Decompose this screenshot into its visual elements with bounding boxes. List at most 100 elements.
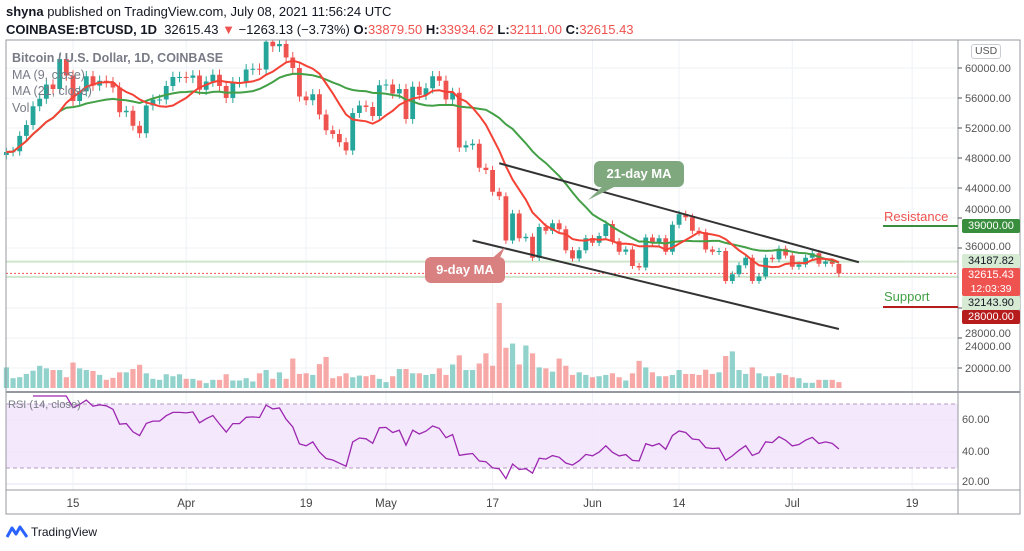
volume-bar: [150, 378, 156, 388]
candle-body: [317, 94, 322, 115]
currency-button[interactable]: USD: [971, 44, 1002, 59]
volume-bar: [509, 343, 516, 388]
volume-bar: [90, 371, 96, 388]
volume-bar: [256, 373, 263, 388]
symbol-info: COINBASE:BTCUSD, 1D 32615.43 ▼ −1263.13 …: [6, 22, 634, 37]
candle-body: [503, 196, 509, 241]
volume-bar: [443, 374, 449, 388]
volume-bar: [296, 373, 303, 388]
price-tick-label: 24000.00: [965, 341, 1011, 353]
time-tick-label: 17: [486, 498, 499, 510]
legend-vol[interactable]: Vol: [12, 100, 30, 115]
candle-body: [403, 89, 409, 119]
candle-body: [363, 105, 369, 107]
volume-bar: [703, 369, 709, 388]
volume-bar: [483, 353, 489, 388]
rsi-tick-20: 20.00: [962, 476, 990, 488]
volume-bar: [629, 373, 636, 388]
volume-bar: [10, 378, 16, 388]
volume-bar: [383, 382, 389, 388]
volume-bar: [516, 364, 522, 388]
candle-body: [470, 143, 475, 146]
volume-bar: [50, 370, 56, 388]
volume-bar: [636, 360, 642, 388]
volume-bar: [569, 374, 576, 388]
volume-bar: [310, 374, 316, 388]
legend-title: Bitcoin / U.S. Dollar, 1D, COINBASE: [12, 51, 224, 65]
volume-bar: [103, 379, 109, 388]
volume-bar: [676, 370, 682, 388]
candle-body: [749, 257, 755, 281]
candle-body: [436, 76, 442, 81]
ma21-price-tag: 34187.82: [962, 254, 1020, 268]
candle-body: [556, 223, 562, 230]
candle-body: [343, 142, 349, 151]
candle-body: [823, 261, 828, 264]
candle-body: [63, 59, 69, 76]
candle-body: [157, 99, 162, 101]
bar-countdown: 12:03:39: [970, 283, 1012, 295]
candle-body: [836, 263, 842, 274]
volume-bar: [123, 372, 129, 388]
candle-body: [263, 41, 269, 70]
candle-body: [776, 248, 782, 260]
price-tick-label: 40000.00: [965, 204, 1011, 216]
time-tick-label: 19: [906, 498, 919, 510]
volume-bar: [616, 377, 622, 388]
tradingview-logo[interactable]: TradingView: [6, 525, 97, 539]
volume-bar: [356, 375, 362, 388]
candle-body: [563, 229, 569, 251]
support-price-tag: 28000.00: [962, 310, 1020, 324]
time-tick-label: 19: [300, 498, 313, 510]
volume-bar: [270, 378, 276, 388]
volume-bar: [589, 377, 596, 388]
volume-bar: [822, 379, 829, 388]
volume-bar: [336, 376, 342, 388]
volume-bar: [769, 376, 775, 388]
candle-body: [643, 237, 649, 268]
candle-body: [277, 44, 282, 47]
candle-body: [743, 257, 749, 266]
candle-body: [310, 94, 316, 101]
last-price-tag: 32615.43 12:03:39: [962, 268, 1020, 296]
candle-body: [143, 105, 149, 134]
legend-ma9[interactable]: MA (9, close): [12, 67, 85, 82]
candle-body: [250, 68, 256, 70]
candle-body: [150, 99, 156, 106]
candle-body: [283, 44, 289, 58]
volume-bar: [316, 364, 323, 388]
volume-bar: [110, 377, 116, 388]
volume-bar: [649, 372, 656, 388]
candle-body: [197, 75, 202, 90]
rsi-label: RSI (14, close): [8, 399, 81, 411]
volume-bar: [190, 378, 196, 388]
candle-body: [716, 251, 722, 252]
volume-bar: [776, 373, 782, 388]
candle-body: [430, 76, 436, 89]
candle-body: [383, 84, 389, 86]
volume-bar: [17, 377, 23, 388]
rsi-tick-40: 40.00: [962, 446, 990, 458]
volume-bar: [263, 370, 269, 388]
volume-bar: [503, 347, 509, 388]
volume-bar: [403, 369, 409, 388]
volume-bar: [749, 367, 755, 388]
volume-bar: [230, 380, 236, 388]
candle-body: [723, 251, 729, 281]
time-tick-label: 14: [673, 498, 686, 510]
legend-ma21[interactable]: MA (21, close): [12, 84, 92, 98]
author[interactable]: shyna: [6, 4, 44, 19]
candle-body: [30, 106, 36, 125]
volume-bar: [77, 368, 83, 388]
price-tick-label: 52000.00: [965, 123, 1011, 135]
high-label: H:: [425, 22, 440, 37]
last-price-value: 32615.43: [968, 269, 1014, 281]
rsi-band: [6, 404, 958, 468]
volume-bar: [156, 379, 163, 388]
candle-body: [670, 224, 675, 252]
candle-body: [177, 77, 182, 78]
volume-bar: [363, 376, 369, 388]
candle-body: [390, 84, 396, 94]
price-tick-label: 60000.00: [965, 63, 1011, 75]
